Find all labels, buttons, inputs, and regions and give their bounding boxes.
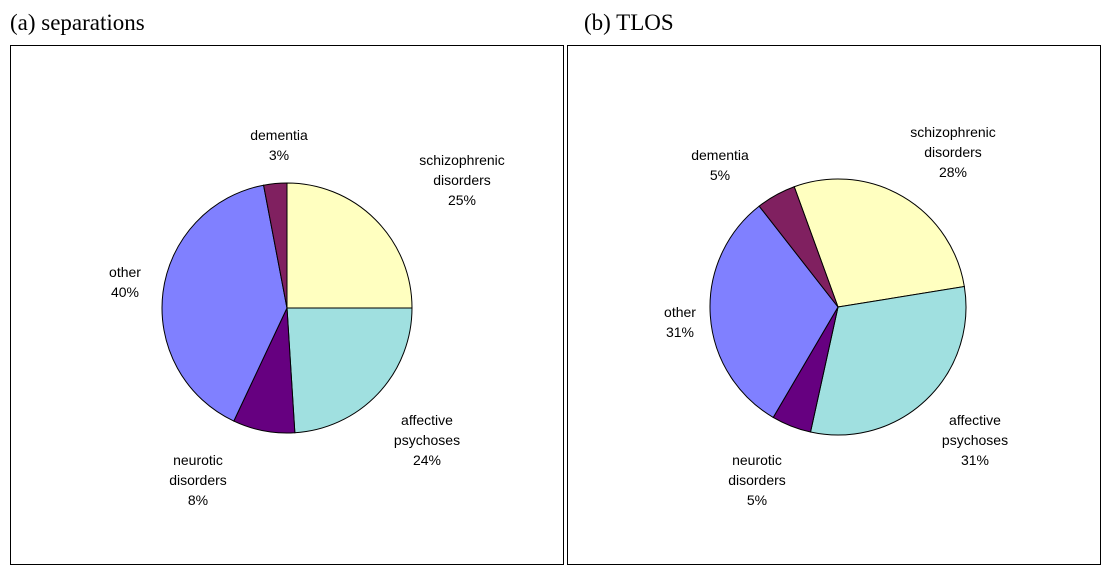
chart-title: (b) TLOS	[584, 10, 674, 35]
slice-name: schizophrenic disorders	[910, 124, 996, 160]
slice-name: affective psychoses	[941, 412, 1009, 448]
slice-name: dementia	[250, 127, 308, 143]
slice-label: other 40%	[70, 262, 180, 302]
slice-label: neurotic disorders 8%	[143, 450, 253, 510]
slice-label: affective psychoses 24%	[372, 410, 482, 470]
slice-value: 5%	[746, 492, 768, 508]
slice-name: neurotic disorders	[728, 452, 786, 488]
slice-name: other	[109, 264, 141, 280]
slice-name: dementia	[691, 147, 749, 163]
slice-value: 28%	[938, 164, 968, 180]
slice-label: affective psychoses 31%	[920, 410, 1030, 470]
slice-value: 3%	[268, 147, 290, 163]
pie-slice	[709, 205, 839, 419]
slice-label: schizophrenic disorders 28%	[898, 122, 1008, 182]
slice-label: dementia 5%	[665, 145, 775, 185]
chart-title: (a) separations	[10, 10, 145, 35]
slice-label: neurotic disorders 5%	[702, 450, 812, 510]
slice-value: 31%	[960, 452, 990, 468]
slice-name: schizophrenic disorders	[419, 152, 505, 188]
pie-slice	[262, 182, 288, 309]
slice-name: affective psychoses	[393, 412, 461, 448]
slice-label: schizophrenic disorders 25%	[407, 150, 517, 210]
pie-slice	[758, 186, 839, 308]
pie-slice	[286, 307, 413, 434]
slice-label: dementia 3%	[224, 125, 334, 165]
slice-name: other	[664, 304, 696, 320]
pie-slice	[286, 182, 413, 309]
slice-value: 31%	[665, 324, 695, 340]
pie-slice	[161, 184, 288, 422]
slice-value: 24%	[412, 452, 442, 468]
pie-slice	[793, 178, 965, 308]
slice-value: 5%	[709, 167, 731, 183]
slice-name: neurotic disorders	[169, 452, 227, 488]
slice-value: 25%	[447, 192, 477, 208]
slice-value: 8%	[187, 492, 209, 508]
pie-slice	[809, 285, 967, 436]
slice-label: other 31%	[625, 302, 735, 342]
slice-value: 40%	[110, 284, 140, 300]
